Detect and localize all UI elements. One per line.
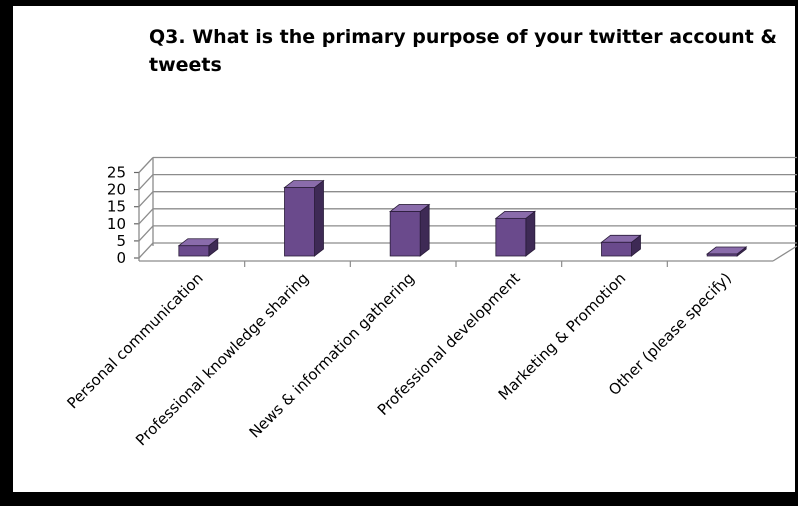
y-tick-label: 10: [107, 215, 126, 233]
bar-front: [178, 245, 210, 257]
wall-gridline: [138, 157, 154, 173]
bar-front: [706, 253, 738, 257]
bar: [600, 234, 642, 257]
bar-front: [601, 241, 632, 257]
y-tick-label: 20: [107, 181, 126, 199]
x-tick-label: Professional knowledge sharing: [132, 269, 312, 449]
x-tick-label: News & information gathering: [246, 269, 418, 441]
wall-gridline: [138, 208, 154, 225]
floor-edge: [772, 245, 798, 262]
bar: [177, 237, 219, 257]
y-tick-label: 5: [116, 232, 126, 250]
wall-gridline: [138, 174, 154, 191]
bar-front: [389, 211, 421, 257]
chart-title-line-1: Q3. What is the primary purpose of your …: [149, 26, 777, 48]
bar: [706, 246, 748, 257]
wall-gridline: [138, 242, 154, 259]
bar: [283, 179, 325, 257]
wall-gridline: [138, 191, 154, 208]
y-tick-label: 0: [116, 249, 126, 267]
bar-front: [284, 187, 315, 257]
bars: [177, 179, 748, 257]
bar: [389, 203, 431, 257]
bar-side: [314, 179, 324, 257]
bar-front: [495, 217, 527, 257]
axes: [134, 157, 798, 267]
x-tick-label: Other (please specify): [605, 269, 735, 399]
bar: [494, 210, 536, 257]
wall-gridline: [138, 225, 154, 242]
bar-side: [419, 203, 430, 257]
bar-side: [525, 210, 536, 257]
y-tick-label: 15: [107, 198, 126, 216]
y-tick-label: 25: [107, 164, 126, 182]
chart-title-line-2: tweets: [149, 54, 222, 76]
gridlines: [138, 156, 797, 259]
